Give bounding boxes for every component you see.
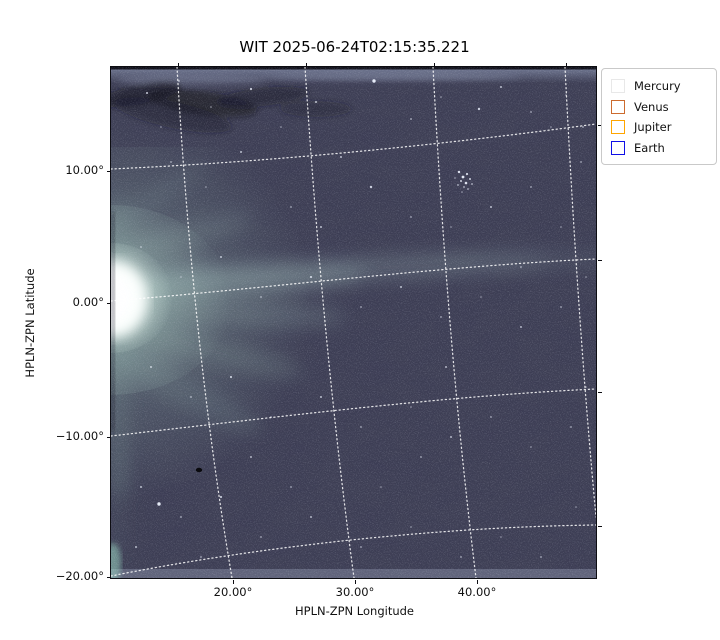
gridline-lon-20 <box>176 67 233 579</box>
tick-left <box>107 171 111 173</box>
ytick-label: −20.00° <box>55 569 104 583</box>
tick-top <box>566 63 568 67</box>
y-axis-label: HPLN-ZPN Latitude <box>23 268 37 378</box>
legend: Mercury Venus Jupiter Earth <box>601 68 717 165</box>
legend-item-jupiter: Jupiter <box>611 117 707 138</box>
xtick-label: 40.00° <box>457 585 497 599</box>
tick-left <box>107 437 111 439</box>
coordinate-grid <box>111 67 597 579</box>
x-axis-label: HPLN-ZPN Longitude <box>294 604 414 618</box>
tick-right <box>598 260 602 262</box>
jupiter-marker-icon <box>611 120 625 135</box>
ytick-label: −10.00° <box>55 429 104 443</box>
gridline-lat--20 <box>111 524 597 577</box>
tick-top <box>178 63 180 67</box>
legend-label: Earth <box>634 140 665 155</box>
legend-label: Jupiter <box>634 120 672 135</box>
dark-speck <box>196 468 203 473</box>
stars <box>135 79 588 559</box>
tick-bottom <box>477 580 479 584</box>
ytick-label: 0.00° <box>72 295 104 309</box>
tick-bottom <box>233 580 235 584</box>
xtick-label: 30.00° <box>335 585 375 599</box>
ytick-label: 10.00° <box>65 163 104 177</box>
tick-right <box>598 526 602 528</box>
gridline-lat-0 <box>111 258 597 302</box>
tick-right <box>598 392 602 394</box>
tick-bottom <box>355 580 357 584</box>
legend-item-earth: Earth <box>611 138 707 159</box>
legend-label: Mercury <box>634 79 681 94</box>
tick-top <box>306 63 308 67</box>
gridline-lon-30 <box>304 67 355 579</box>
tick-right <box>598 125 602 127</box>
earth-marker-icon <box>611 140 625 155</box>
legend-label: Venus <box>634 99 669 114</box>
legend-item-mercury: Mercury <box>611 76 707 97</box>
venus-marker-icon <box>611 99 625 114</box>
gridline-lat--10 <box>111 388 597 437</box>
tick-left <box>107 577 111 579</box>
plot-title: WIT 2025-06-24T02:15:35.221 <box>239 38 470 56</box>
mercury-marker-icon <box>611 79 625 94</box>
tick-top <box>434 63 436 67</box>
gridline-lat-10 <box>111 123 597 170</box>
gridline-lon-40 <box>432 67 477 579</box>
legend-item-venus: Venus <box>611 97 707 118</box>
plot-canvas <box>110 66 598 580</box>
gridline-lon-50 <box>564 67 597 518</box>
xtick-label: 20.00° <box>213 585 253 599</box>
tick-left <box>107 303 111 305</box>
sky-image <box>111 67 597 579</box>
